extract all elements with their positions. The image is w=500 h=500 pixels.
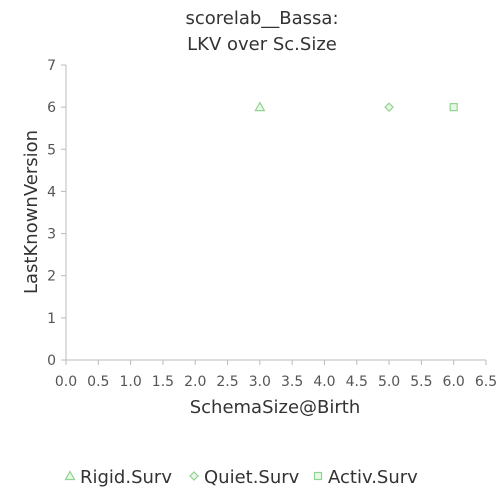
y-tick-label: 2 bbox=[47, 269, 56, 285]
data-points bbox=[254, 101, 458, 112]
x-tick-label: 2.0 bbox=[184, 374, 206, 390]
x-tick-label: 2.5 bbox=[216, 374, 238, 390]
x-tick-label: 1.5 bbox=[152, 374, 174, 390]
x-tick-label: 4.0 bbox=[313, 374, 335, 390]
x-axis-ticks: 0.0 0.5 1.0 1.5 2.0 2.5 3.0 3.5 4.0 4.5 5.0 5.5 6.0 6… bbox=[55, 360, 497, 390]
y-tick-label: 3 bbox=[47, 227, 56, 243]
x-tick-label: 6.5 bbox=[475, 374, 497, 390]
x-tick-label: 3.5 bbox=[281, 374, 303, 390]
y-tick-label: 5 bbox=[47, 142, 56, 158]
axes bbox=[65, 65, 486, 361]
x-tick-label: 6.0 bbox=[443, 374, 465, 390]
y-tick-label: 7 bbox=[47, 58, 56, 74]
y-tick-label: 4 bbox=[47, 184, 56, 200]
legend: Rigid.Surv Quiet.Surv Activ.Surv bbox=[64, 467, 418, 488]
y-tick-label: 6 bbox=[47, 100, 56, 116]
x-tick-label: 0.0 bbox=[55, 374, 77, 390]
legend-triangle-icon bbox=[64, 470, 76, 481]
legend-diamond-icon bbox=[189, 471, 199, 481]
y-tick-label: 0 bbox=[47, 353, 56, 369]
x-axis-title: SchemaSize@Birth bbox=[190, 397, 361, 418]
chart-title-line-1: scorelab__Bassa: bbox=[185, 8, 338, 29]
x-tick-label: 4.5 bbox=[346, 374, 368, 390]
legend-square-icon bbox=[313, 471, 323, 481]
data-point-square bbox=[449, 103, 458, 112]
x-tick-label: 5.0 bbox=[378, 374, 400, 390]
data-point-triangle bbox=[254, 101, 266, 112]
y-axis-ticks: 0 1 2 3 4 5 6 7 bbox=[47, 58, 66, 369]
y-tick-label: 1 bbox=[47, 311, 56, 327]
data-point-diamond bbox=[384, 102, 394, 112]
x-tick-label: 0.5 bbox=[87, 374, 109, 390]
x-tick-label: 5.5 bbox=[410, 374, 432, 390]
x-tick-label: 3.0 bbox=[249, 374, 271, 390]
legend-label: Quiet.Surv bbox=[204, 467, 300, 488]
chart-title-line-2: LKV over Sc.Size bbox=[187, 34, 337, 55]
legend-label: Activ.Surv bbox=[328, 467, 418, 488]
y-axis-title: LastKnownVersion bbox=[21, 130, 42, 294]
legend-label: Rigid.Surv bbox=[80, 467, 172, 488]
x-tick-label: 1.0 bbox=[119, 374, 141, 390]
